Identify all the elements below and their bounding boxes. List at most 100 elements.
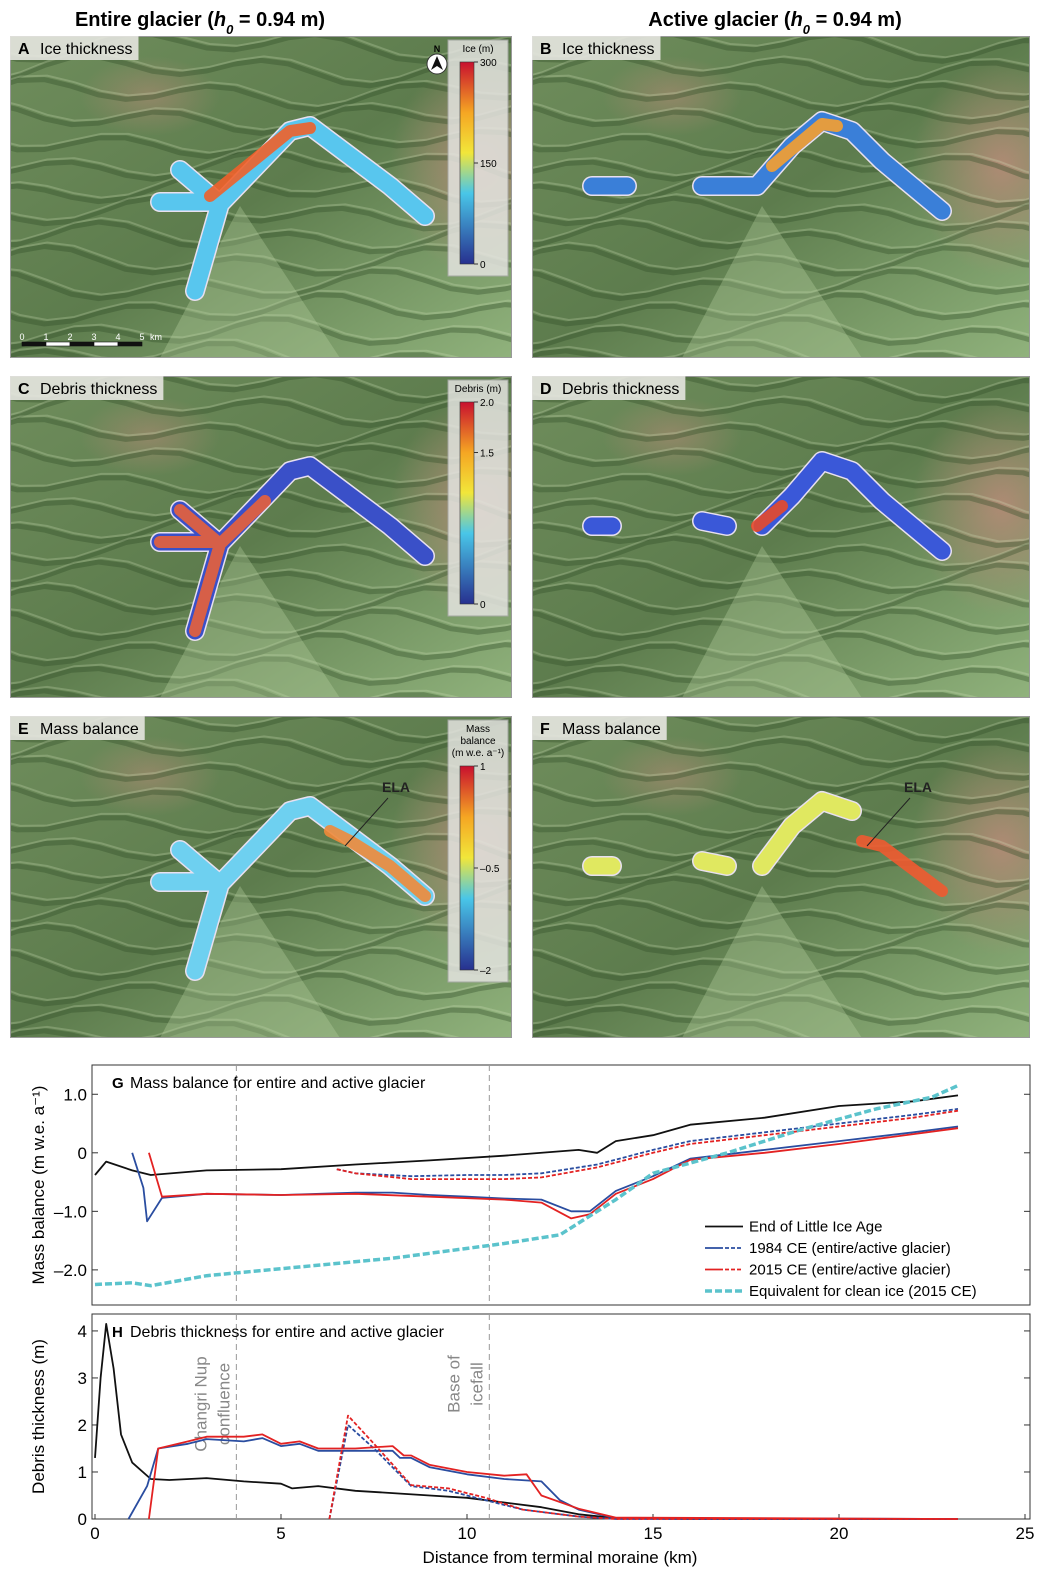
ridge-light: [10, 556, 512, 589]
ridge: [10, 195, 512, 232]
ridge: [10, 444, 512, 477]
ridge-light: [10, 849, 512, 883]
ridge: [10, 806, 512, 840]
x-tick-label: 10: [458, 1524, 477, 1543]
ridge: [10, 292, 512, 327]
colorbar-title: Debris (m): [455, 384, 502, 395]
ridge: [532, 632, 1030, 667]
ridge: [10, 417, 512, 453]
reference-label: Changri Nup: [191, 1356, 210, 1451]
ridge-light: [10, 216, 512, 249]
label-box: [532, 716, 667, 740]
title-var: h: [791, 9, 803, 31]
ridge-light: [10, 1018, 464, 1038]
ridge-light: [10, 754, 512, 787]
ridge: [10, 243, 512, 277]
ela-label: ELA: [382, 779, 410, 795]
ridge: [532, 417, 1030, 453]
x-tick-label: 0: [90, 1524, 99, 1543]
glacier-body: [204, 122, 316, 202]
ridge: [10, 656, 512, 690]
ridge: [10, 972, 512, 1007]
ridge-light: [10, 804, 512, 834]
ridge: [10, 632, 512, 667]
series-line: [328, 1414, 958, 1520]
title-sub: 0: [803, 22, 811, 37]
scale-unit: km: [150, 332, 162, 342]
map-panel: B Ice thickness: [532, 36, 1030, 358]
ridge: [532, 104, 1030, 137]
ridge: [532, 948, 1030, 982]
ridge: [10, 583, 512, 617]
ridge-light: [10, 606, 512, 636]
y-tick-label: 4: [78, 1322, 87, 1341]
ridge-light: [532, 266, 1030, 296]
ridge: [10, 512, 512, 549]
ridge: [532, 656, 1030, 690]
map-panel: D Debris thickness: [532, 376, 1030, 698]
panel-label: Ice thickness: [562, 41, 654, 58]
ridge-light: [10, 266, 512, 296]
north-arrow: [431, 56, 443, 70]
ridge-light: [532, 414, 1030, 447]
ridge-light: [10, 241, 512, 272]
ridge-light: [532, 124, 1030, 154]
colorbar: [459, 765, 475, 971]
colorbar-label: 1.5: [480, 449, 494, 460]
ridge-light: [10, 781, 512, 811]
ridge: [532, 77, 1030, 113]
peak-shade: [80, 736, 220, 816]
glacier: [150, 796, 435, 981]
y-tick-label: 3: [78, 1369, 87, 1388]
y-tick-label: –2.0: [54, 1261, 87, 1280]
reference-label: confluence: [214, 1363, 233, 1445]
ridge-light: [10, 74, 512, 107]
colorbar-title: Ice (m): [462, 44, 493, 55]
ridge-light: [532, 781, 1030, 811]
peak-shade: [602, 396, 742, 476]
map-panel: C Debris thickness: [10, 376, 512, 698]
ridge: [532, 875, 1030, 912]
panel-letter: A: [18, 41, 30, 58]
panel-letter: E: [18, 721, 29, 738]
ridge: [532, 559, 1030, 595]
valley: [682, 886, 862, 1038]
scale-label: 3: [91, 332, 96, 342]
ridge: [532, 784, 1030, 817]
ridge: [10, 126, 512, 160]
peak-shade: [80, 396, 220, 476]
x-tick-label: 15: [644, 1524, 663, 1543]
ridge-light: [10, 629, 512, 662]
ridge-light: [10, 338, 464, 358]
peak-shade: [602, 56, 742, 136]
y-tick-label: 2: [78, 1416, 87, 1435]
ridge-light: [10, 678, 464, 698]
ridge-light: [532, 74, 1030, 107]
valley: [160, 886, 340, 1038]
y-tick-label: 1.0: [63, 1085, 87, 1104]
ridge-light: [532, 241, 1030, 272]
ridge-light: [532, 313, 1030, 345]
ridge-light: [10, 313, 512, 345]
ridge-light: [532, 754, 1030, 787]
chart-title: Debris thickness for entire and active g…: [130, 1324, 445, 1341]
colorbar: [459, 61, 475, 265]
label-box: [532, 376, 686, 400]
panel-frame: [532, 36, 1030, 358]
colorbar-label: –0.5: [480, 864, 500, 875]
series-line: [328, 1424, 958, 1520]
panel-letter: D: [540, 381, 552, 398]
title-text: = 0.94 m): [810, 9, 902, 31]
map-panel: F Mass balance: [532, 716, 1030, 1038]
ridge: [10, 852, 512, 889]
legend-label: End of Little Ice Age: [749, 1219, 882, 1236]
ridge-light: [10, 581, 512, 612]
legend-label: 1984 CE (entire/active glacier): [749, 1240, 951, 1257]
glacier-body: [324, 825, 431, 902]
ela-pointer: [866, 797, 911, 847]
scale-label: 1: [43, 332, 48, 342]
column-title: Entire glacier (h0 = 0.94 m): [75, 9, 325, 37]
y-tick-label: –1.0: [54, 1202, 87, 1221]
glacier: [582, 451, 952, 561]
y-tick-label: 0: [78, 1510, 87, 1529]
